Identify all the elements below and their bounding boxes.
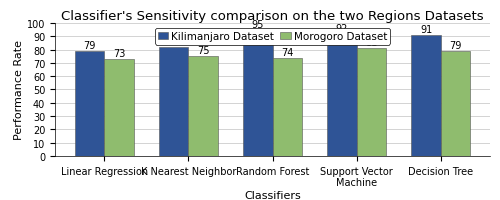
- Bar: [243, 31, 272, 156]
- Text: 91: 91: [420, 25, 432, 35]
- Bar: [327, 35, 356, 156]
- Bar: [356, 49, 386, 156]
- Text: 73: 73: [113, 49, 125, 59]
- Text: 82: 82: [168, 37, 180, 47]
- Bar: [188, 57, 218, 156]
- Title: Classifier's Sensitivity comparison on the two Regions Datasets: Classifier's Sensitivity comparison on t…: [61, 10, 484, 23]
- Bar: [412, 36, 441, 156]
- Text: 79: 79: [450, 41, 462, 51]
- Bar: [441, 52, 470, 156]
- Y-axis label: Performance Rate: Performance Rate: [14, 40, 24, 140]
- Text: 95: 95: [252, 20, 264, 30]
- Bar: [75, 52, 104, 156]
- Bar: [104, 60, 134, 156]
- Text: 79: 79: [84, 41, 96, 51]
- X-axis label: Classifiers: Classifiers: [244, 190, 301, 200]
- Bar: [272, 58, 302, 156]
- Legend: Kilimanjaro Dataset, Morogoro Dataset: Kilimanjaro Dataset, Morogoro Dataset: [154, 29, 390, 45]
- Text: 74: 74: [281, 47, 293, 57]
- Text: 75: 75: [197, 46, 209, 56]
- Text: 81: 81: [365, 38, 378, 48]
- Bar: [159, 48, 188, 156]
- Text: 92: 92: [336, 24, 348, 34]
